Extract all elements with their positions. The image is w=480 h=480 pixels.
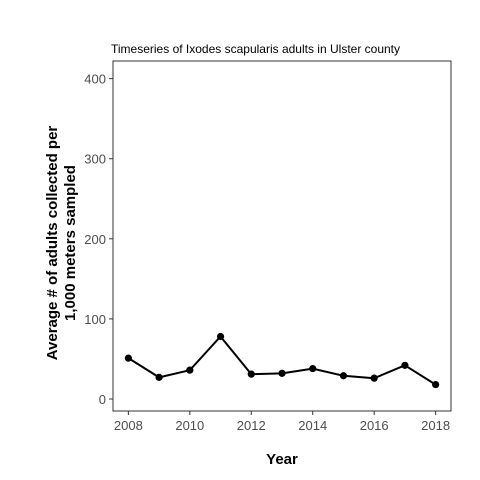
data-point xyxy=(278,369,286,377)
x-tick-label: 2010 xyxy=(175,418,204,433)
x-axis-title: Year xyxy=(266,451,298,468)
chart-title: Timeseries of Ixodes scapularis adults i… xyxy=(111,42,400,56)
series-layer xyxy=(124,332,440,389)
x-axis: 2008 2010 2012 2014 2016 2018 xyxy=(114,411,450,433)
y-tick-label: 200 xyxy=(84,232,106,247)
series-line xyxy=(127,335,437,386)
x-tick-label: 2008 xyxy=(114,418,143,433)
y-axis-title-line: 1,000 meters sampled xyxy=(62,165,79,321)
y-axis: 0 100 200 300 400 xyxy=(84,72,113,407)
x-tick-label: 2014 xyxy=(298,418,327,433)
plot-panel xyxy=(112,60,452,412)
x-tick-label: 2016 xyxy=(360,418,389,433)
y-tick-label: 300 xyxy=(84,152,106,167)
data-point xyxy=(309,364,317,373)
y-tick-label: 0 xyxy=(99,392,106,407)
data-point xyxy=(186,366,194,374)
data-point xyxy=(216,332,225,341)
y-axis-title-line: Average # of adults collected per xyxy=(44,126,61,361)
data-point xyxy=(155,373,163,381)
y-tick-label: 400 xyxy=(84,72,106,87)
data-point xyxy=(401,361,409,369)
x-tick-label: 2012 xyxy=(237,418,266,433)
y-tick-label: 100 xyxy=(84,312,106,327)
data-point xyxy=(370,374,378,382)
data-point xyxy=(339,372,348,380)
x-tick-label: 2018 xyxy=(421,418,450,433)
data-point xyxy=(124,354,132,362)
data-point xyxy=(247,370,255,378)
data-point xyxy=(432,380,440,389)
y-axis-title: Average # of adults collected per1,000 m… xyxy=(44,126,79,361)
